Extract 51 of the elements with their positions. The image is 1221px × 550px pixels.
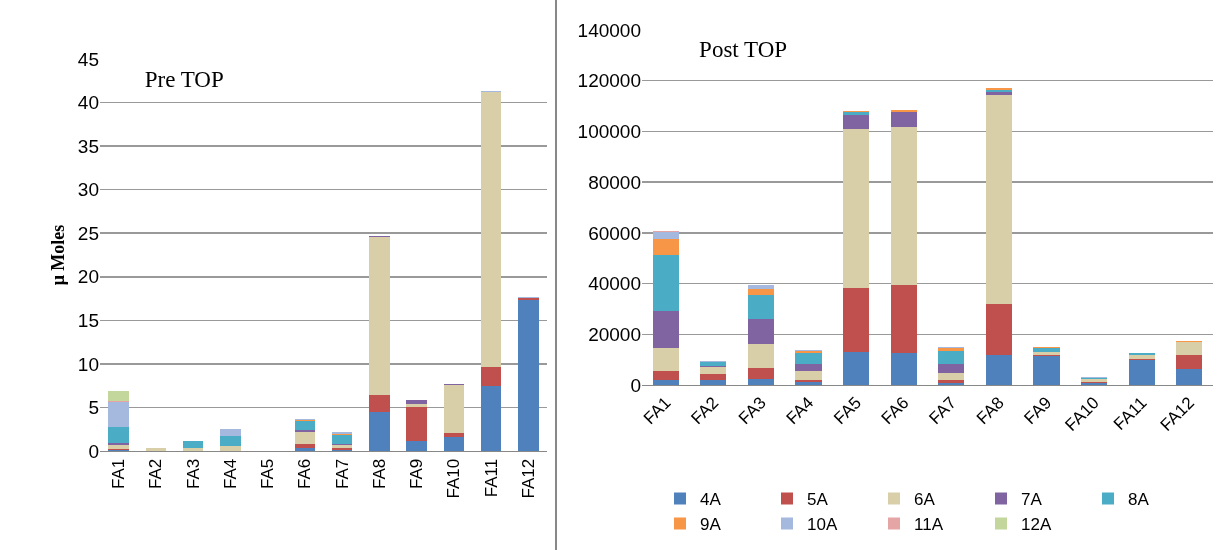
y-tick-label: 25 xyxy=(77,222,99,244)
x-tick-label: FA3 xyxy=(183,458,203,490)
y-tick-label: 20000 xyxy=(588,323,641,345)
x-tick-label: FA1 xyxy=(109,458,129,490)
y-tick-label: 0 xyxy=(630,374,641,396)
legend-label: 9A xyxy=(700,515,722,535)
y-tick-label: 0 xyxy=(88,440,99,462)
x-tick-label: FA9 xyxy=(407,458,427,490)
y-tick-label: 40 xyxy=(77,92,99,114)
y-tick-label: 40000 xyxy=(588,273,641,295)
legend-label: 12A xyxy=(1021,515,1052,535)
chart-title: Post TOP xyxy=(699,36,788,62)
legend-label: 6A xyxy=(914,490,936,510)
legend-label: 7A xyxy=(1021,490,1043,510)
y-tick-label: 35 xyxy=(77,135,99,157)
y-tick-label: 140000 xyxy=(577,19,641,41)
x-tick-label: FA8 xyxy=(972,393,1008,429)
x-tick-label: FA3 xyxy=(734,393,770,429)
x-tick-label: FA2 xyxy=(687,393,723,429)
x-tick-label: FA4 xyxy=(220,458,240,490)
x-tick-label: FA5 xyxy=(830,393,865,429)
x-tick-label: FA11 xyxy=(481,458,501,498)
y-tick-label: 30 xyxy=(77,179,99,201)
y-tick-label: 15 xyxy=(77,309,99,331)
x-tick-label: FA4 xyxy=(782,393,818,429)
x-tick-label: FA1 xyxy=(639,393,675,429)
legend-label: 4A xyxy=(700,490,722,510)
y-tick-label: 5 xyxy=(88,397,99,419)
y-tick-label: 120000 xyxy=(577,70,641,92)
y-tick-label: 60000 xyxy=(588,222,641,244)
x-tick-label: FA7 xyxy=(925,393,961,429)
y-tick-label: 45 xyxy=(77,48,99,70)
y-tick-label: 80000 xyxy=(588,171,641,193)
x-tick-label: FA8 xyxy=(369,458,389,490)
y-tick-label: 10 xyxy=(77,353,99,375)
legend-label: 5A xyxy=(807,490,829,510)
x-tick-label: FA12 xyxy=(518,458,538,499)
x-tick-label: FA2 xyxy=(146,458,166,490)
legend-label: 11A xyxy=(914,515,944,535)
legend-label: 10A xyxy=(807,515,838,535)
x-tick-label: FA7 xyxy=(332,458,352,490)
y-axis-title: μ Moles xyxy=(48,224,69,286)
x-tick-label: FA9 xyxy=(1020,393,1056,429)
legend-label: 8A xyxy=(1128,490,1150,510)
chart-title: Pre TOP xyxy=(144,66,224,92)
x-tick-label: FA5 xyxy=(258,458,278,490)
x-tick-label: FA6 xyxy=(877,393,913,429)
y-tick-label: 100000 xyxy=(577,121,641,143)
x-tick-label: FA10 xyxy=(444,458,464,499)
x-tick-label: FA6 xyxy=(295,458,315,490)
y-tick-label: 20 xyxy=(77,266,99,288)
